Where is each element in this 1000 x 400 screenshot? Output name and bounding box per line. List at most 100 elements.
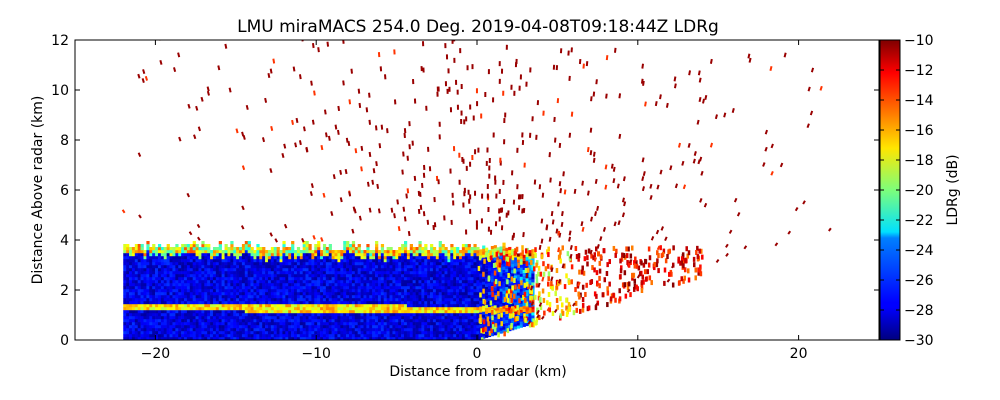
data-cell: [534, 294, 537, 300]
data-cell: [435, 250, 440, 254]
data-cell: [157, 253, 162, 257]
data-cell: [230, 307, 234, 311]
data-cell: [317, 331, 321, 335]
data-cell: [320, 256, 324, 260]
data-cell: [215, 313, 220, 317]
data-cell: [244, 265, 249, 269]
data-cell: [201, 253, 205, 257]
data-cell: [149, 256, 153, 260]
data-cell: [137, 304, 141, 308]
data-cell: [157, 316, 162, 320]
data-cell: [320, 253, 324, 257]
data-cell: [340, 253, 344, 257]
data-cell: [227, 280, 231, 284]
data-cell: [427, 325, 431, 329]
data-cell: [256, 331, 260, 335]
data-cell: [134, 310, 139, 314]
data-cell: [218, 259, 222, 263]
data-cell: [155, 304, 159, 308]
data-cell: [227, 262, 231, 266]
data-cell: [160, 304, 165, 308]
data-cell: [395, 286, 399, 290]
data-cell: [195, 295, 199, 299]
data-cell: [169, 259, 173, 263]
data-cell: [169, 262, 173, 266]
data-cell: [181, 256, 185, 260]
data-cell: [511, 327, 515, 331]
data-cell: [558, 278, 562, 284]
data-cell: [259, 286, 263, 290]
data-cell: [126, 289, 130, 293]
data-cell: [441, 319, 445, 323]
data-cell: [656, 250, 659, 256]
data-cell: [267, 256, 272, 260]
data-cell: [308, 295, 312, 299]
data-cell: [253, 274, 257, 278]
data-cell: [302, 268, 306, 272]
data-cell: [320, 307, 324, 311]
data-cell: [558, 254, 562, 260]
data-cell: [456, 289, 460, 293]
data-cell: [438, 277, 442, 281]
data-cell: [314, 262, 318, 266]
data-cell: [357, 298, 361, 302]
data-cell: [325, 286, 330, 290]
data-cell: [282, 289, 286, 293]
data-cell: [606, 302, 609, 308]
data-cell: [342, 40, 345, 44]
data-cell: [325, 295, 330, 299]
data-cell: [155, 295, 159, 299]
data-cell: [406, 280, 411, 284]
data-cell: [241, 316, 246, 320]
data-cell: [650, 280, 653, 286]
data-cell: [441, 244, 445, 248]
data-cell: [163, 316, 167, 320]
data-cell: [189, 259, 194, 263]
data-cell: [464, 271, 468, 275]
data-cell: [218, 328, 222, 332]
data-cell: [302, 331, 306, 335]
data-cell: [432, 307, 437, 311]
data-cell: [317, 316, 321, 320]
data-cell: [412, 328, 416, 332]
data-cell: [250, 295, 254, 299]
data-cell: [430, 322, 434, 326]
data-cell: [279, 262, 283, 266]
data-cell: [505, 301, 509, 305]
data-cell: [157, 334, 162, 338]
data-cell: [406, 286, 411, 290]
data-cell: [624, 293, 628, 299]
data-cell: [294, 310, 298, 314]
data-cell: [247, 289, 251, 293]
data-cell: [499, 327, 503, 331]
data-cell: [435, 322, 440, 326]
data-cell: [276, 325, 280, 329]
data-cell: [502, 272, 506, 276]
data-cell: [244, 283, 249, 287]
data-cell: [377, 286, 382, 290]
data-cell: [149, 316, 153, 320]
data-cell: [499, 279, 503, 283]
data-cell: [363, 283, 367, 287]
data-cell: [519, 267, 523, 271]
data-cell: [412, 334, 416, 338]
data-cell: [299, 277, 303, 281]
data-cell: [360, 313, 364, 317]
data-cell: [265, 250, 269, 254]
data-cell: [160, 262, 165, 266]
data-cell: [296, 286, 301, 290]
data-cell: [302, 256, 306, 260]
data-cell: [369, 304, 373, 308]
data-cell: [195, 337, 199, 340]
data-cell: [450, 277, 454, 281]
data-cell: [444, 316, 448, 320]
data-cell: [424, 313, 428, 317]
data-cell: [129, 304, 133, 308]
data-cell: [166, 307, 170, 311]
data-cell: [505, 310, 509, 314]
data-cell: [337, 313, 341, 317]
data-cell: [299, 334, 303, 338]
data-cell: [349, 247, 353, 251]
data-cell: [296, 253, 301, 257]
data-cell: [212, 289, 217, 293]
